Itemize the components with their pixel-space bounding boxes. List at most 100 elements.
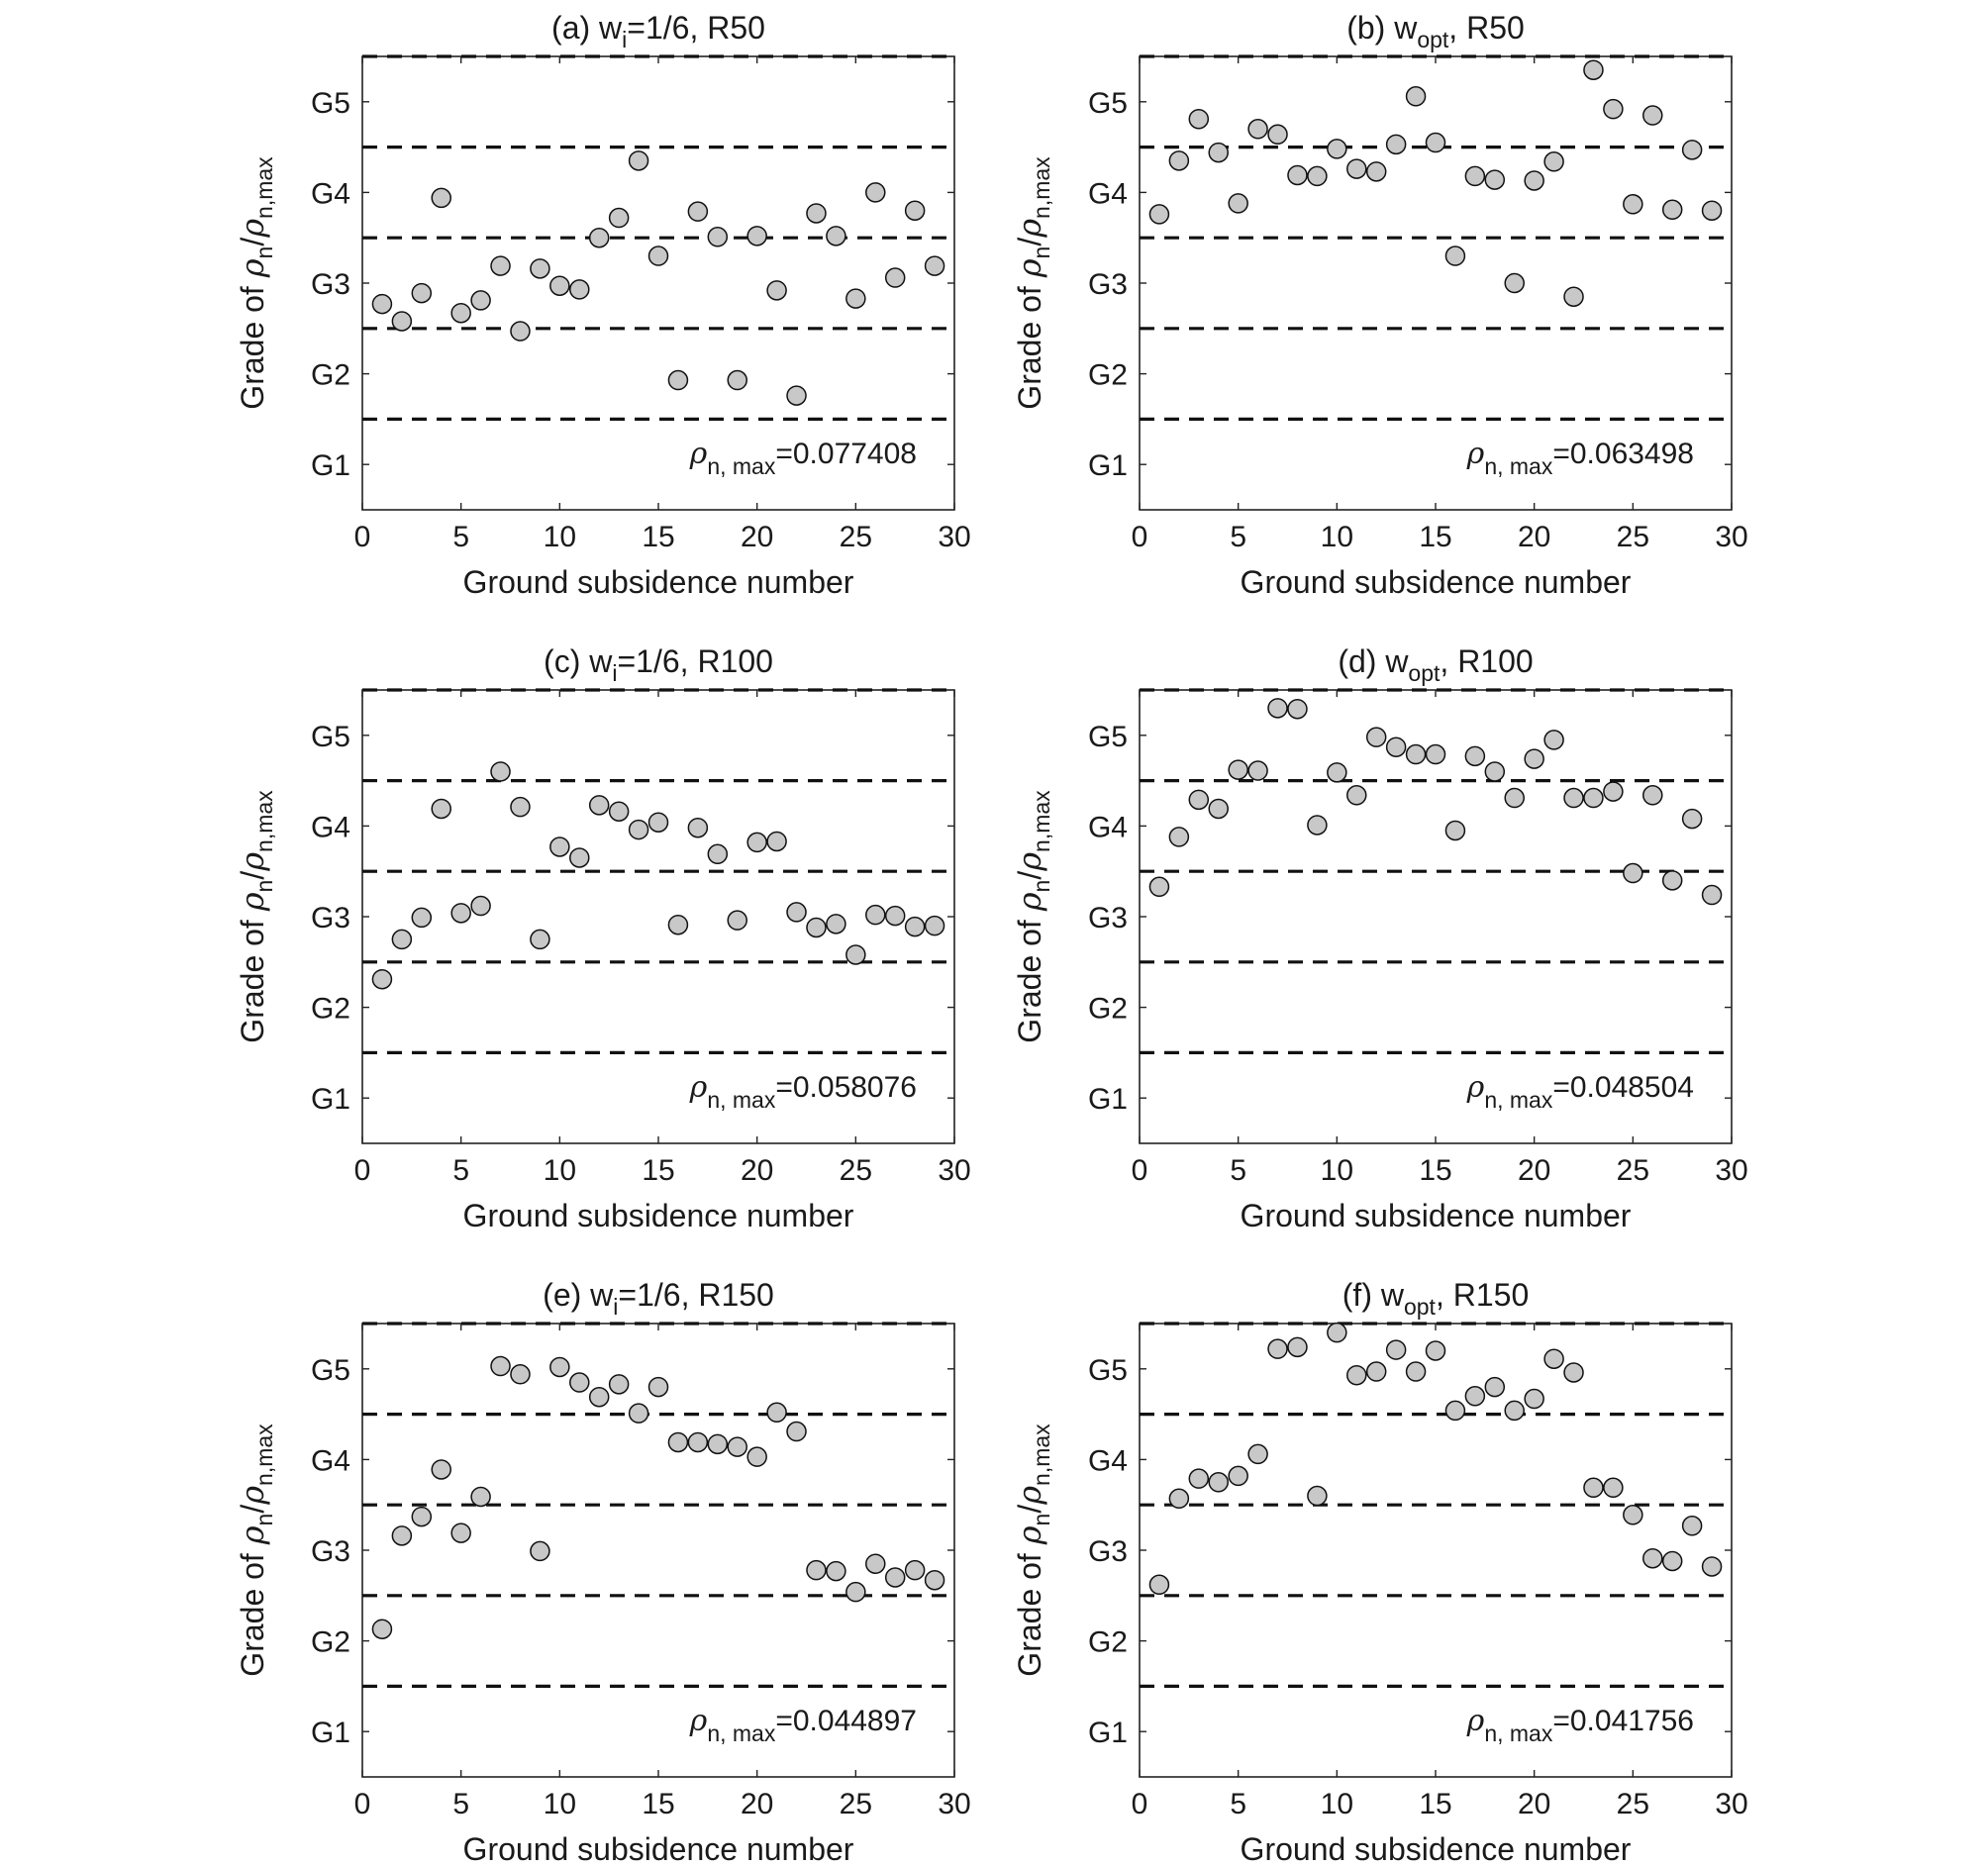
x-tick-label: 10 — [1321, 521, 1353, 553]
y-tick-label: G5 — [1088, 87, 1128, 120]
x-tick-label: 30 — [938, 1788, 970, 1820]
data-point — [1603, 98, 1624, 120]
y-tick-label: G3 — [1088, 902, 1128, 934]
data-point — [1623, 194, 1643, 215]
data-point — [1267, 124, 1288, 146]
data-point — [411, 282, 433, 304]
data-point — [924, 915, 945, 936]
data-point — [1583, 1477, 1604, 1499]
data-point — [786, 385, 807, 406]
panel-title: (a) wi=1/6, R50 — [551, 10, 765, 52]
y-axis-title: Grade of ρn/ρn,max — [234, 1424, 277, 1677]
data-point — [1583, 787, 1604, 809]
y-axis-title: Grade of ρn/ρn,max — [1011, 790, 1054, 1043]
data-point — [1444, 246, 1466, 266]
data-point — [1583, 59, 1604, 80]
data-point — [1543, 1348, 1564, 1369]
data-point — [1642, 105, 1663, 126]
panel-f: 0 5 10 15 20 25 30 G1 G2 G3 G4 G5 (f) wopt, R150 Grou… — [1011, 1277, 1748, 1867]
y-tick-label: G2 — [311, 1626, 350, 1659]
data-point — [391, 929, 413, 950]
y-tick-label: G2 — [1088, 1626, 1128, 1659]
data-point — [1188, 108, 1210, 130]
data-point — [628, 819, 649, 840]
data-point — [647, 812, 669, 833]
plot-area — [1139, 1323, 1733, 1778]
data-point — [1425, 132, 1446, 153]
data-point — [1307, 815, 1328, 835]
data-point — [569, 847, 590, 868]
x-axis-title: Ground subsidence number — [463, 564, 854, 600]
data-point — [826, 226, 846, 246]
data-point — [667, 914, 689, 935]
x-tick-label: 20 — [741, 1788, 773, 1820]
data-point — [510, 1364, 531, 1385]
data-point — [667, 1431, 689, 1453]
panel-d: 0 5 10 15 20 25 30 G1 G2 G3 G4 G5 (d) wopt, R100 Grou… — [1011, 643, 1748, 1233]
y-axis-title: Grade of ρn/ρn,max — [234, 156, 277, 410]
data-point — [667, 369, 689, 391]
data-point — [845, 1581, 866, 1603]
data-point — [1247, 119, 1268, 140]
data-point — [371, 1619, 393, 1639]
data-point — [1228, 1465, 1248, 1487]
rho-max-annotation: ρn, max=0.044897 — [689, 1704, 917, 1746]
y-tick-label: G3 — [311, 1535, 350, 1568]
data-point — [904, 916, 926, 937]
plot-area — [361, 55, 955, 511]
panel-title: (d) wopt, R100 — [1338, 643, 1533, 686]
y-tick-label: G5 — [311, 721, 350, 753]
data-point — [371, 293, 393, 315]
data-point — [1148, 1574, 1170, 1596]
x-axis-title: Ground subsidence number — [463, 1198, 854, 1233]
data-point — [1425, 1340, 1446, 1361]
x-tick-label: 0 — [354, 521, 371, 553]
data-point — [608, 1374, 630, 1395]
y-tick-label: G1 — [311, 1083, 350, 1116]
y-tick-label: G4 — [1088, 1444, 1128, 1477]
data-point — [727, 1436, 747, 1457]
x-tick-label: 10 — [544, 1154, 576, 1187]
y-tick-label: G2 — [1088, 359, 1128, 392]
data-point — [1307, 1485, 1328, 1507]
x-tick-label: 5 — [452, 1788, 469, 1820]
data-point — [1444, 820, 1466, 841]
x-tick-label: 0 — [1132, 1788, 1148, 1820]
y-tick-label: G4 — [311, 177, 350, 210]
data-point — [450, 302, 471, 324]
x-tick-label: 20 — [1518, 521, 1550, 553]
panel-title: (e) wi=1/6, R150 — [543, 1277, 774, 1320]
data-point — [1327, 762, 1347, 783]
data-point — [1504, 787, 1525, 809]
data-point — [1524, 748, 1544, 769]
data-point — [1385, 737, 1407, 757]
data-point — [450, 903, 471, 924]
data-point — [1524, 170, 1544, 191]
data-point — [687, 817, 709, 838]
data-point — [549, 836, 570, 857]
data-point — [1385, 134, 1407, 155]
y-tick-label: G3 — [1088, 1535, 1128, 1568]
data-point — [1444, 1400, 1466, 1422]
x-tick-label: 15 — [1419, 521, 1451, 553]
data-point — [1642, 1547, 1663, 1569]
data-point — [588, 1386, 610, 1408]
x-tick-label: 0 — [354, 1788, 371, 1820]
data-point — [1563, 787, 1584, 809]
data-point — [470, 895, 491, 917]
panel-c: 0 5 10 15 20 25 30 G1 G2 G3 G4 G5 (c) wi=1/6, R100 Gr… — [234, 643, 971, 1233]
data-point — [1327, 139, 1347, 159]
data-point — [391, 1525, 413, 1546]
y-tick-label: G2 — [311, 993, 350, 1026]
data-point — [1563, 286, 1584, 307]
y-axis-title: Grade of ρn/ρn,max — [1011, 156, 1054, 410]
x-tick-label: 25 — [840, 521, 872, 553]
x-tick-label: 15 — [1419, 1154, 1451, 1187]
data-point — [1405, 1361, 1427, 1382]
data-point — [608, 801, 630, 822]
y-axis-title: Grade of ρn/ρn,max — [234, 790, 277, 1043]
x-axis-title: Ground subsidence number — [1241, 1198, 1632, 1233]
data-point — [549, 1356, 570, 1378]
data-point — [1208, 1472, 1229, 1493]
